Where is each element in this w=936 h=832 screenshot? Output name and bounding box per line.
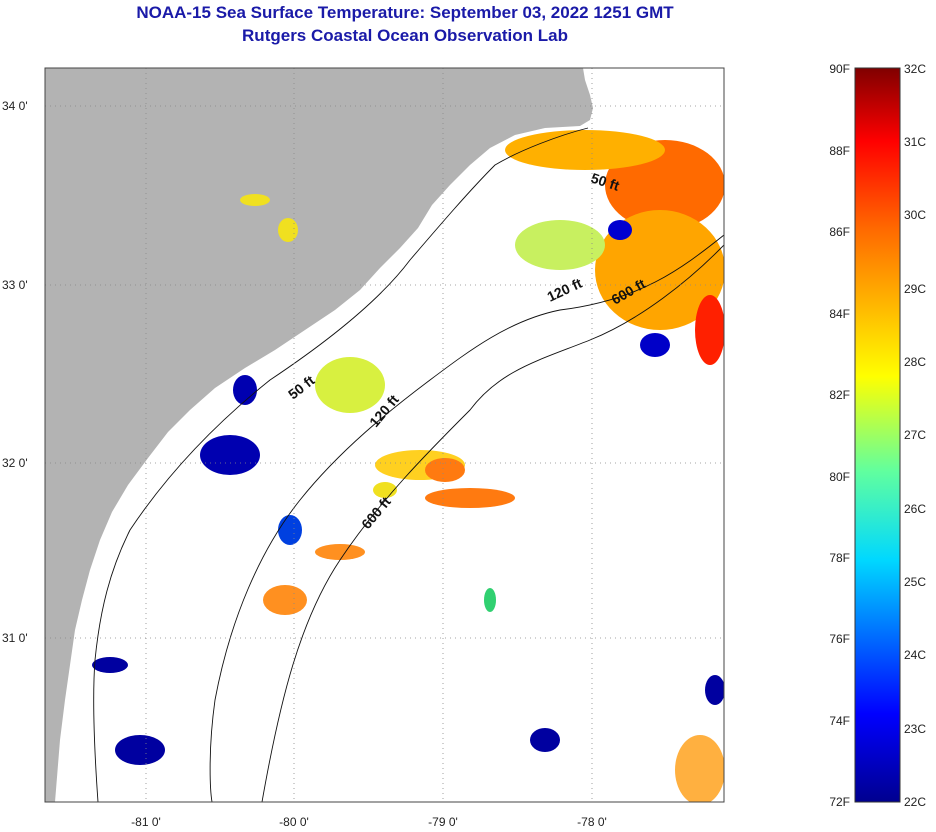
cbar-c-30: 30C — [904, 208, 926, 222]
cbar-f-76: 76F — [829, 632, 850, 646]
lat-label-34: 34 0' — [2, 99, 28, 113]
cbar-c-31: 31C — [904, 135, 926, 149]
lat-label-31: 31 0' — [2, 631, 28, 645]
map-subtitle: Rutgers Coastal Ocean Observation Lab — [242, 26, 568, 45]
lon-label-78: -78 0' — [577, 815, 607, 829]
cbar-f-84: 84F — [829, 307, 850, 321]
cbar-c-24: 24C — [904, 648, 926, 662]
cbar-f-74: 74F — [829, 714, 850, 728]
cbar-f-90: 90F — [829, 62, 850, 76]
cbar-f-72: 72F — [829, 795, 850, 809]
lon-label-81: -81 0' — [131, 815, 161, 829]
cbar-c-32: 32C — [904, 62, 926, 76]
map-frame — [44, 67, 725, 803]
cbar-f-80: 80F — [829, 470, 850, 484]
lat-label-33: 33 0' — [2, 278, 28, 292]
lon-label-79: -79 0' — [428, 815, 458, 829]
cbar-f-82: 82F — [829, 388, 850, 402]
cbar-c-22: 22C — [904, 795, 926, 809]
cbar-c-23: 23C — [904, 722, 926, 736]
depth-contours — [93, 127, 724, 802]
land-mass — [45, 68, 593, 802]
grid-lines — [45, 68, 724, 802]
cbar-c-25: 25C — [904, 575, 926, 589]
lon-label-80: -80 0' — [279, 815, 309, 829]
cbar-f-86: 86F — [829, 225, 850, 239]
cbar-c-28: 28C — [904, 355, 926, 369]
colorbar-labels: 90F 88F 86F 84F 82F 80F 78F 76F 74F 72F … — [829, 62, 926, 809]
cbar-c-26: 26C — [904, 502, 926, 516]
lat-label-32: 32 0' — [2, 456, 28, 470]
colorbar — [854, 67, 901, 803]
cbar-f-78: 78F — [829, 551, 850, 565]
map-title: NOAA-15 Sea Surface Temperature: Septemb… — [136, 3, 674, 22]
cbar-c-29: 29C — [904, 282, 926, 296]
sst-patches — [92, 130, 724, 802]
cbar-f-88: 88F — [829, 144, 850, 158]
cbar-c-27: 27C — [904, 428, 926, 442]
